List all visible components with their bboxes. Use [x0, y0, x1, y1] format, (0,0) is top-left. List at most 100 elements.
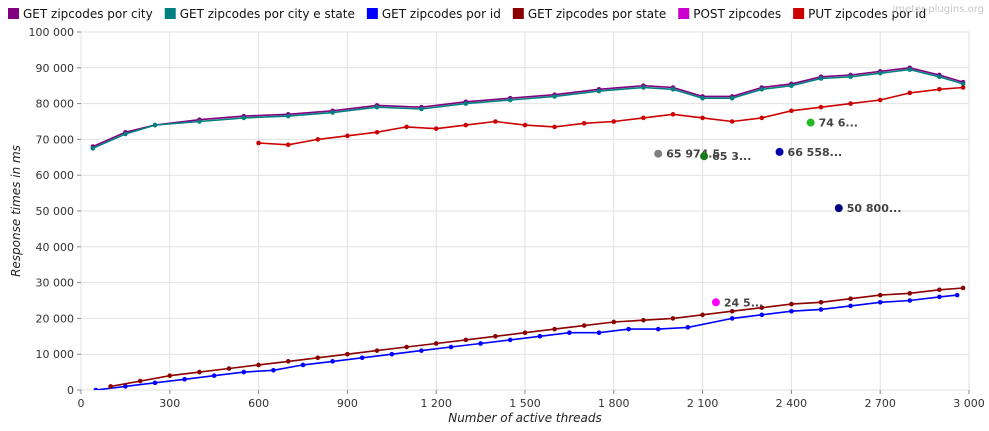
x-tick-label: 300 — [159, 397, 180, 410]
data-point — [537, 334, 543, 339]
data-point — [700, 95, 705, 101]
series-layer — [90, 65, 966, 390]
legend-label: POST zipcodes — [693, 7, 781, 21]
data-point — [670, 316, 676, 321]
legend: GET zipcodes por city GET zipcodes por ci… — [8, 7, 926, 21]
data-point — [152, 122, 158, 128]
data-point — [960, 81, 966, 87]
data-point — [729, 95, 735, 101]
data-point — [937, 287, 942, 293]
data-point — [818, 104, 824, 110]
data-point — [463, 122, 469, 128]
data-point — [182, 376, 187, 382]
data-point — [700, 115, 705, 121]
data-point — [433, 126, 439, 131]
x-tick-label: 2 700 — [864, 397, 896, 410]
legend-label: PUT zipcodes por id — [808, 7, 926, 21]
data-point — [670, 86, 676, 92]
legend-swatch — [678, 8, 690, 19]
annotation-marker — [806, 118, 815, 127]
data-point — [241, 115, 247, 121]
data-point — [937, 74, 942, 80]
x-tick-label: 1 200 — [420, 397, 452, 410]
y-tick-label: 0 — [67, 384, 74, 397]
annotation-label: 74 6... — [819, 117, 858, 130]
data-point — [789, 301, 794, 307]
data-point — [123, 131, 128, 137]
data-point — [374, 129, 380, 135]
x-tick-label: 900 — [337, 397, 358, 410]
data-point — [818, 307, 824, 312]
y-tick-label: 20 000 — [36, 312, 75, 325]
series-2 — [93, 292, 960, 390]
data-point — [522, 122, 528, 128]
data-point — [907, 90, 913, 96]
data-point — [581, 323, 587, 328]
data-point — [611, 319, 617, 325]
annotation-label: 65 3... — [712, 150, 751, 163]
x-tick-label: 3 000 — [953, 397, 985, 410]
series-1 — [90, 67, 966, 151]
data-point — [789, 108, 794, 114]
data-point — [877, 299, 883, 305]
annotation-marker — [700, 152, 709, 161]
data-point — [655, 326, 661, 332]
data-point — [907, 67, 913, 72]
x-tick-label: 2 100 — [687, 397, 719, 410]
y-axis-title: Response times in ms — [9, 145, 23, 277]
legend-label: GET zipcodes por id — [382, 7, 501, 21]
data-point — [818, 299, 824, 305]
data-point — [463, 337, 469, 343]
data-point — [641, 115, 646, 121]
data-point — [907, 291, 913, 296]
series-line — [95, 294, 958, 390]
annotation-marker — [711, 298, 720, 307]
legend-swatch — [164, 8, 176, 19]
data-point — [493, 334, 498, 339]
y-tick-label: 30 000 — [36, 277, 75, 290]
data-point — [567, 330, 572, 336]
data-point — [848, 101, 853, 106]
data-point — [90, 146, 96, 151]
data-point — [848, 296, 853, 302]
legend-swatch — [793, 8, 805, 19]
data-point — [389, 351, 395, 357]
data-point — [226, 366, 232, 371]
y-tick-label: 10 000 — [36, 348, 75, 361]
data-point — [374, 348, 380, 353]
x-tick-label: 2 400 — [776, 397, 808, 410]
data-point — [374, 104, 380, 110]
data-point — [345, 351, 350, 357]
data-point — [848, 303, 853, 309]
data-point — [433, 341, 439, 346]
y-tick-label: 50 000 — [36, 205, 75, 218]
data-point — [197, 119, 202, 124]
data-point — [285, 359, 291, 364]
data-point — [759, 305, 765, 310]
data-point — [108, 384, 113, 389]
annotation-marker — [834, 204, 843, 213]
data-point — [359, 355, 365, 361]
x-tick-label: 600 — [248, 397, 269, 410]
y-tick-label: 70 000 — [36, 133, 75, 146]
data-point — [877, 97, 883, 103]
data-point — [729, 119, 735, 124]
data-point — [419, 106, 424, 112]
data-point — [907, 298, 913, 303]
data-point — [848, 74, 853, 80]
data-point — [552, 326, 557, 332]
watermark: jmeter-plugins.org — [891, 4, 984, 15]
legend-label: GET zipcodes por city e state — [180, 7, 355, 21]
data-point — [256, 362, 261, 368]
data-point — [315, 355, 321, 361]
data-point — [611, 119, 617, 124]
data-point — [93, 387, 99, 390]
data-point — [256, 140, 261, 146]
data-point — [197, 369, 202, 375]
data-point — [493, 119, 498, 124]
y-tick-label: 40 000 — [36, 241, 75, 254]
data-point — [345, 133, 350, 139]
series-3 — [108, 285, 966, 389]
data-point — [478, 341, 483, 346]
